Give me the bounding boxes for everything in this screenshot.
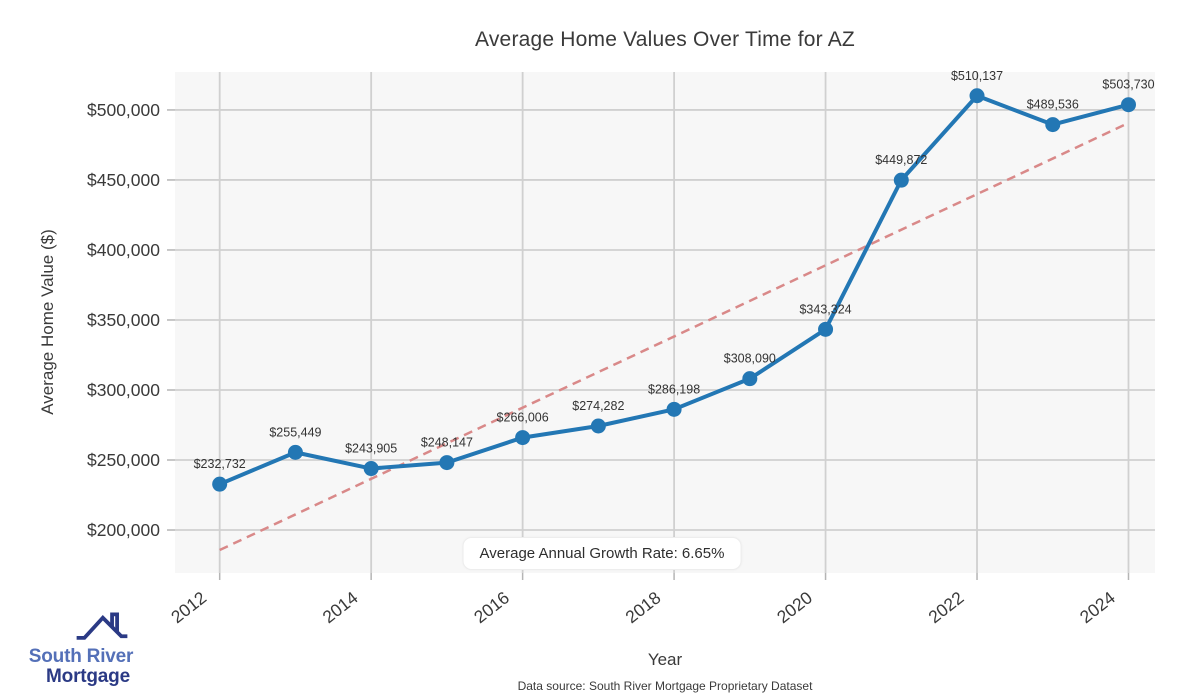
- data-point-label: $449,872: [875, 153, 927, 167]
- data-point: [1045, 117, 1061, 133]
- y-tick-label: $400,000: [87, 240, 160, 260]
- house-roof-icon: [76, 612, 128, 640]
- x-tick-label: 2020: [773, 587, 816, 627]
- x-tick-label: 2012: [167, 587, 210, 627]
- data-point-label: $248,147: [421, 436, 473, 450]
- brand-logo: South River Mortgage: [16, 610, 146, 687]
- y-tick-label: $450,000: [87, 170, 160, 190]
- data-point-label: $308,090: [724, 352, 776, 366]
- data-point: [363, 461, 379, 477]
- data-point: [893, 172, 909, 188]
- logo-line1: South River: [28, 645, 134, 667]
- data-point-label: $489,536: [1027, 98, 1079, 112]
- data-point: [818, 321, 834, 337]
- y-tick-label: $300,000: [87, 380, 160, 400]
- data-source-caption: Data source: South River Mortgage Propri…: [517, 679, 813, 693]
- data-point-label: $232,732: [194, 457, 246, 471]
- logo-line2: Mortgage: [46, 665, 130, 687]
- y-tick-label: $500,000: [87, 100, 160, 120]
- data-point: [287, 444, 303, 460]
- data-point: [212, 476, 228, 492]
- x-axis-label: Year: [647, 650, 683, 669]
- data-point-label: $274,282: [572, 399, 624, 413]
- data-point: [515, 430, 531, 446]
- data-point-label: $286,198: [648, 382, 700, 396]
- growth-rate-annotation: Average Annual Growth Rate: 6.65%: [462, 537, 742, 570]
- plot-area: [175, 72, 1155, 573]
- y-axis-label: Average Home Value ($): [38, 229, 57, 415]
- y-tick-label: $200,000: [87, 520, 160, 540]
- trend-line: [219, 121, 1130, 552]
- data-point: [969, 88, 985, 104]
- x-tick-label: 2024: [1076, 587, 1119, 627]
- y-tick-label: $350,000: [87, 310, 160, 330]
- data-point: [666, 401, 682, 417]
- data-point: [742, 371, 758, 387]
- data-point-label: $510,137: [951, 69, 1003, 83]
- data-point: [1120, 97, 1136, 113]
- x-tick-label: 2016: [470, 587, 513, 627]
- data-point-label: $503,730: [1102, 78, 1154, 92]
- y-tick-label: $250,000: [87, 450, 160, 470]
- chart-title: Average Home Values Over Time for AZ: [475, 28, 855, 51]
- data-point-label: $343,324: [799, 302, 851, 316]
- x-tick-label: 2014: [319, 587, 362, 627]
- x-tick-label: 2022: [924, 587, 967, 627]
- x-tick-label: 2018: [622, 587, 665, 627]
- data-point: [590, 418, 606, 434]
- data-point-label: $266,006: [497, 411, 549, 425]
- data-point-label: $255,449: [269, 425, 321, 439]
- data-point: [439, 455, 455, 471]
- data-point-label: $243,905: [345, 442, 397, 456]
